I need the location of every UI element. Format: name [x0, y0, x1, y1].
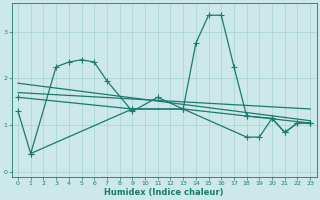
X-axis label: Humidex (Indice chaleur): Humidex (Indice chaleur): [104, 188, 224, 197]
